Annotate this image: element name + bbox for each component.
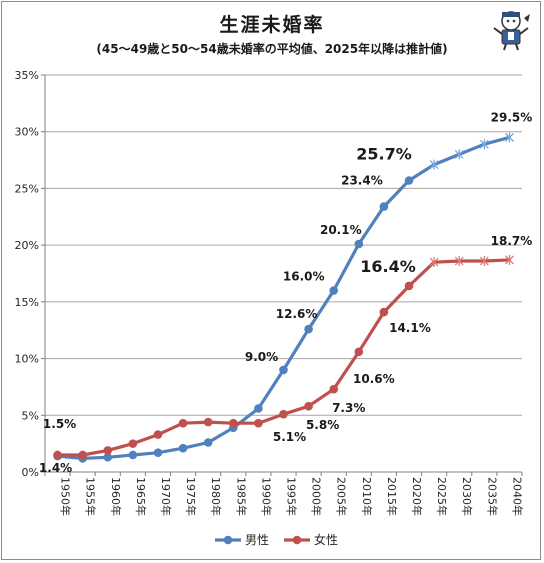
x-tick-label: 2025年 bbox=[435, 477, 449, 516]
data-point bbox=[354, 239, 364, 249]
data-label: 12.6% bbox=[276, 307, 318, 321]
data-point bbox=[103, 446, 113, 455]
data-point bbox=[304, 401, 313, 411]
y-tick-label: 5% bbox=[22, 409, 39, 422]
series-points bbox=[53, 132, 514, 463]
x-tick-label: 2015年 bbox=[385, 477, 399, 516]
x-tick-label: 1950年 bbox=[59, 477, 73, 516]
data-point bbox=[504, 254, 514, 265]
data-point bbox=[128, 450, 138, 460]
x-tick-label: 2040年 bbox=[510, 477, 524, 516]
x-tick-label: 1990年 bbox=[259, 477, 273, 516]
data-point bbox=[203, 438, 213, 447]
data-point bbox=[228, 418, 238, 428]
legend-label-0: 男性 bbox=[245, 533, 269, 547]
data-labels: 1.5% 1.4% 9.0% 12.6% 16.0% 20.1% 23.4% 25.7% 29.… bbox=[39, 110, 532, 475]
data-point bbox=[379, 202, 389, 211]
series-line-1 bbox=[55, 258, 511, 457]
legend-marker-0 bbox=[223, 535, 233, 545]
data-point bbox=[429, 159, 439, 170]
x-tick-label: 1955年 bbox=[84, 477, 98, 516]
y-tick-label: 35% bbox=[15, 69, 39, 82]
y-tick-label: 20% bbox=[15, 239, 39, 252]
x-tick-label: 1965年 bbox=[134, 477, 148, 516]
data-point bbox=[153, 448, 163, 458]
x-tick-label: 1970年 bbox=[159, 477, 173, 516]
x-tick-label: 2010年 bbox=[360, 477, 374, 516]
data-point bbox=[304, 324, 313, 334]
y-tick-label: 30% bbox=[15, 126, 39, 139]
data-point bbox=[279, 409, 288, 419]
axes bbox=[44, 75, 522, 473]
data-label: 25.7% bbox=[356, 144, 412, 163]
data-point bbox=[178, 443, 188, 453]
data-point bbox=[78, 450, 87, 460]
data-point bbox=[479, 139, 489, 150]
x-axis-ticks: 1950年 1955年 1960年 1965年 1970年 1975年 1980年 1985年… bbox=[44, 472, 524, 516]
data-point bbox=[329, 384, 339, 394]
data-point bbox=[53, 450, 62, 460]
data-label: 9.0% bbox=[245, 350, 278, 364]
data-point bbox=[103, 452, 113, 462]
data-label: 10.6% bbox=[353, 372, 395, 386]
data-label: 5.1% bbox=[273, 430, 306, 444]
legend-marker-1 bbox=[292, 535, 302, 545]
y-axis-ticks: 0% 5% 10% 15% 20% 25% 30% 35% bbox=[15, 69, 45, 479]
data-point bbox=[504, 132, 514, 143]
data-point bbox=[454, 256, 464, 267]
data-label: 29.5% bbox=[491, 110, 533, 124]
data-point bbox=[254, 404, 263, 413]
data-point bbox=[128, 439, 138, 448]
data-point bbox=[479, 256, 489, 267]
x-tick-label: 1980年 bbox=[209, 477, 223, 516]
data-point bbox=[404, 176, 414, 185]
x-tick-label: 1960年 bbox=[109, 477, 123, 516]
data-point bbox=[429, 257, 439, 268]
x-tick-label: 2035年 bbox=[485, 477, 499, 516]
x-tick-label: 2000年 bbox=[310, 477, 324, 516]
data-label: 16.4% bbox=[360, 257, 416, 276]
data-label: 5.8% bbox=[306, 418, 339, 432]
x-tick-label: 1975年 bbox=[184, 477, 198, 516]
data-point bbox=[354, 347, 364, 357]
data-point bbox=[178, 418, 188, 428]
legend: 男性 女性 bbox=[215, 532, 338, 547]
data-point bbox=[454, 149, 464, 160]
data-label: 1.5% bbox=[43, 417, 76, 431]
data-point bbox=[329, 286, 339, 295]
data-label: 7.3% bbox=[332, 401, 365, 415]
data-point bbox=[404, 281, 414, 291]
data-label: 14.1% bbox=[389, 321, 431, 335]
x-tick-label: 2005年 bbox=[335, 477, 349, 516]
data-point bbox=[379, 307, 389, 317]
data-point bbox=[254, 418, 263, 428]
x-tick-label: 1995年 bbox=[285, 477, 299, 516]
data-point bbox=[279, 365, 288, 375]
x-tick-label: 2030年 bbox=[460, 477, 474, 516]
chart-subtitle: (45～49歳と50～54歳未婚率の平均値、2025年以降は推計値) bbox=[96, 42, 448, 56]
data-label: 16.0% bbox=[283, 270, 325, 284]
legend-label-1: 女性 bbox=[314, 532, 338, 547]
data-label: 20.1% bbox=[320, 223, 362, 237]
data-label: 23.4% bbox=[341, 174, 383, 188]
data-label: 1.4% bbox=[39, 461, 72, 475]
y-tick-label: 25% bbox=[15, 182, 39, 195]
x-tick-label: 1985年 bbox=[234, 477, 248, 516]
chart-title: 生涯未婚率 bbox=[219, 14, 325, 36]
y-tick-label: 15% bbox=[15, 296, 39, 309]
y-tick-label: 0% bbox=[22, 466, 39, 479]
data-label: 18.7% bbox=[491, 234, 533, 248]
data-point bbox=[153, 430, 163, 439]
y-tick-label: 10% bbox=[15, 353, 39, 366]
mascot-icon bbox=[493, 11, 530, 51]
x-tick-label: 2020年 bbox=[410, 477, 424, 516]
data-point bbox=[203, 417, 213, 427]
